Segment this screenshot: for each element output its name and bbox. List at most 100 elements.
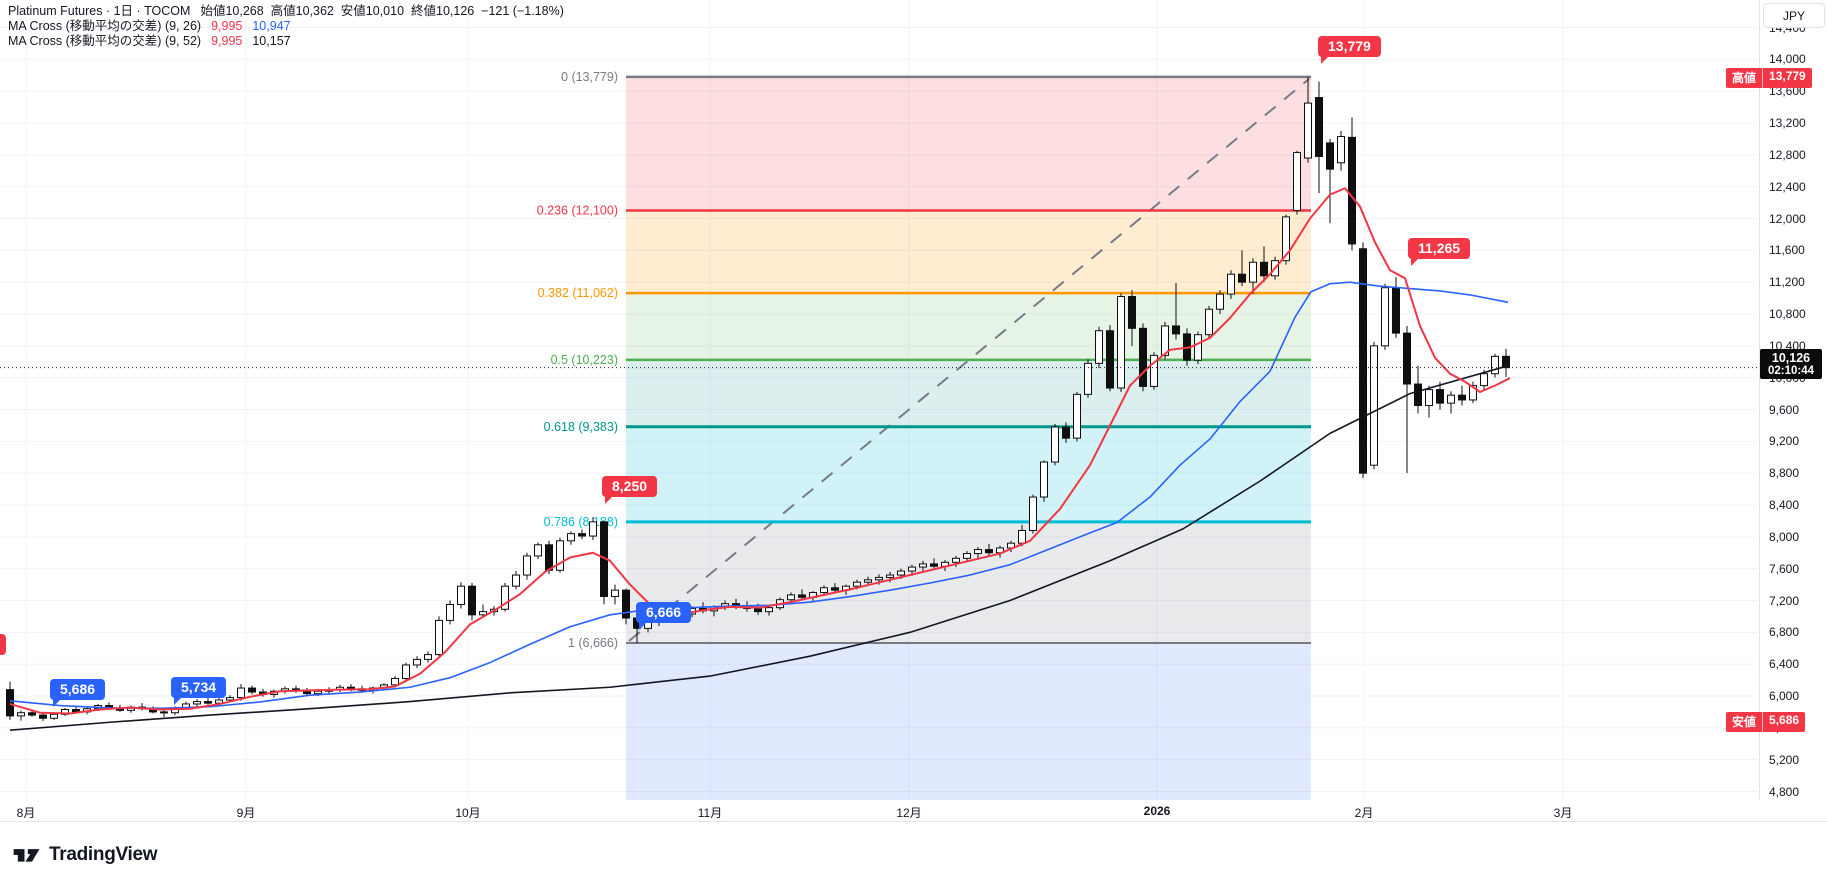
price-axis-label: 11,200 [1769,275,1805,290]
indicator-row-ma-cross-9-52[interactable]: MA Cross (移動平均の交差) (9, 52) 9,995 10,157 [8,34,564,49]
ohlc-values: 始値10,268 高値10,362 安値10,010 終値10,126 −121… [200,4,564,18]
candle-body [204,701,212,704]
low-price-value: 5,686 [1762,711,1806,732]
time-axis-label: 9月 [236,806,256,820]
candle-body [556,540,564,571]
candle-body [765,607,773,613]
symbol-title-row[interactable]: Platinum Futures · 1日 · TOCOM 始値10,268 高値… [8,4,564,19]
price-axis-label: 12,400 [1769,179,1806,194]
candle-body [930,563,938,567]
candle-body [1348,136,1356,245]
candle-body [28,712,36,716]
candle-body [237,687,245,699]
fib-trendline[interactable] [628,78,1310,642]
time-axis-label: 8月 [16,806,36,820]
candle-body [1359,248,1367,474]
candle-body [1392,287,1400,334]
tradingview-wordmark: TradingView [49,844,158,865]
price-axis[interactable]: 14,40014,00013,60013,20012,80012,40012,0… [1759,0,1827,821]
candle-body [1150,354,1158,387]
candle-body [435,619,443,656]
candle-body [589,521,597,537]
fib-zone [626,426,1311,522]
price-axis-label: 4,800 [1769,784,1800,799]
candle-body [1469,385,1477,401]
candle-body [1403,332,1411,385]
candle-body [1018,529,1026,544]
ma52-value: 10,157 [252,34,291,48]
time-axis-label: 2月 [1354,806,1374,820]
candle-body [974,549,982,555]
candle-body [1370,345,1378,466]
pivot-high-badge[interactable]: 93 [0,634,6,655]
candle-body [1095,330,1103,364]
candle-body [963,553,971,559]
candle-body [501,585,509,610]
price-axis-label: 8,000 [1769,529,1800,544]
price-axis-label: 6,800 [1769,625,1800,640]
pivot-high-badge[interactable]: 8,250 [602,476,658,504]
candle-body [1084,362,1092,395]
time-axis[interactable]: 8月 9月 10月 11月 12月 2026 2月 3月 [0,800,1827,822]
chart-legend: Platinum Futures · 1日 · TOCOM 始値10,268 高値… [8,4,564,49]
indicator-label[interactable]: MA Cross (移動平均の交差) (9, 26) [8,19,202,33]
low-price-label: 安値 [1726,711,1763,732]
pivot-low-badge[interactable]: 5,686 [50,679,106,707]
price-axis-label: 9,200 [1769,434,1800,449]
indicator-row-ma-cross-9-26[interactable]: MA Cross (移動平均の交差) (9, 26) 9,995 10,947 [8,19,564,34]
indicator-label[interactable]: MA Cross (移動平均の交差) (9, 52) [8,34,202,48]
fib-level-label: 0 (13,779) [561,70,618,84]
candle-body [391,677,399,686]
pivot-low-badge[interactable]: 6,666 [636,602,692,630]
pivot-low-badge[interactable]: 5,734 [171,677,227,705]
candle-body [875,576,883,581]
currency-toggle-button[interactable]: JPY [1763,3,1825,28]
price-axis-label: 6,400 [1769,657,1800,672]
candle-body [864,579,872,583]
candle-body [457,585,465,605]
ma-line [9,281,1509,710]
last-price-axis-badge: 10,126 02:10:44 [1760,348,1822,379]
candle-body [314,690,322,695]
candle-body [567,533,575,542]
symbol-title[interactable]: Platinum Futures · 1日 · TOCOM [8,4,191,18]
ma9-value: 9,995 [211,19,243,33]
last-price-value: 10,126 [1771,350,1811,365]
candle-body [1315,97,1323,157]
candle-body [1381,287,1389,347]
fib-zone [626,642,1311,800]
fib-level-label: 0.5 (10,223) [551,353,618,367]
candle-body [1425,389,1433,407]
candle-body [1293,151,1301,212]
fib-level-label: 0.618 (9,383) [544,420,618,434]
candle-body [1040,461,1048,498]
time-axis-label: 3月 [1553,806,1573,820]
candle-body [248,687,256,693]
ma-line [9,187,1511,715]
candle-body [523,555,531,576]
candle-body [1249,261,1257,283]
candle-body [50,713,58,719]
candle-body [754,607,762,613]
price-axis-label: 9,600 [1769,402,1800,417]
pivot-high-badge[interactable]: 13,779 [1318,36,1381,64]
tradingview-logo[interactable]: TradingView [12,843,158,867]
fib-level-label: 0.786 (8,188) [544,515,618,529]
price-axis-label: 7,600 [1769,561,1800,576]
price-axis-label: 10,800 [1769,307,1806,321]
price-axis-label: 5,200 [1769,752,1800,767]
candle-body [1414,383,1422,407]
time-axis-label: 11月 [697,806,723,820]
pivot-high-badge[interactable]: 11,265 [1408,238,1471,266]
candle-body [1172,325,1180,335]
time-axis-label: 10月 [455,806,481,820]
candle-body [534,544,542,557]
high-price-value: 13,779 [1762,67,1812,88]
candle-body [798,594,806,598]
candle-body [1491,355,1499,375]
candle-body [787,594,795,601]
candle-body [1161,325,1169,356]
candle-body [952,557,960,563]
